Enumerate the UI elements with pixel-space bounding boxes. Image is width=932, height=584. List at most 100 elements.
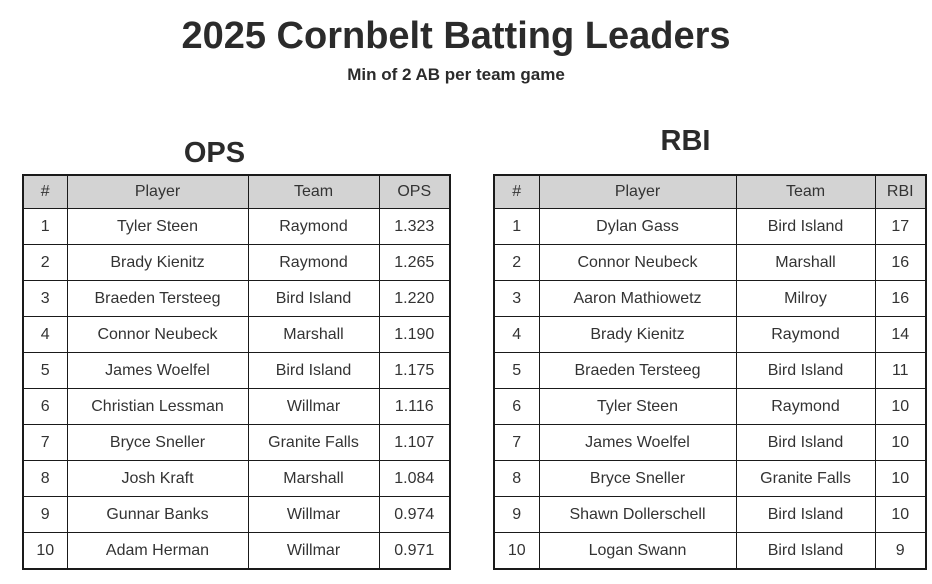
table-row: 8 Bryce Sneller Granite Falls 10 xyxy=(493,460,927,497)
player-cell: James Woelfel xyxy=(538,424,737,461)
team-cell: Willmar xyxy=(247,532,380,570)
team-cell: Willmar xyxy=(247,496,380,533)
page-title: 2025 Cornbelt Batting Leaders xyxy=(181,15,731,57)
rank-cell: 2 xyxy=(22,244,68,281)
stat-cell: 1.265 xyxy=(378,244,451,281)
stat-cell: 11 xyxy=(874,352,927,389)
table-row: 9 Shawn Dollerschell Bird Island 10 xyxy=(493,496,927,533)
table-row: 3 Aaron Mathiowetz Milroy 16 xyxy=(493,280,927,317)
rank-column-header: # xyxy=(22,174,68,209)
ops-leaders-table: # Player Team OPS 1 Tyler Steen Raymond 1.3… xyxy=(22,174,451,570)
rank-cell: 1 xyxy=(22,208,68,245)
table-row: 10 Logan Swann Bird Island 9 xyxy=(493,532,927,570)
stat-cell: 1.220 xyxy=(378,280,451,317)
rank-cell: 10 xyxy=(493,532,540,570)
table-row: 6 Tyler Steen Raymond 10 xyxy=(493,388,927,425)
table-header-row: # Player Team OPS xyxy=(22,174,451,209)
team-cell: Raymond xyxy=(247,244,380,281)
team-cell: Raymond xyxy=(247,208,380,245)
table-row: 3 Braeden Tersteeg Bird Island 1.220 xyxy=(22,280,451,317)
table-header-row: # Player Team RBI xyxy=(493,174,927,209)
rank-cell: 3 xyxy=(493,280,540,317)
player-cell: Christian Lessman xyxy=(66,388,249,425)
player-cell: Shawn Dollerschell xyxy=(538,496,737,533)
stat-cell: 1.107 xyxy=(378,424,451,461)
rank-cell: 6 xyxy=(22,388,68,425)
player-cell: Tyler Steen xyxy=(66,208,249,245)
rank-cell: 4 xyxy=(493,316,540,353)
table-row: 1 Dylan Gass Bird Island 17 xyxy=(493,208,927,245)
player-cell: Brady Kienitz xyxy=(538,316,737,353)
table-row: 7 Bryce Sneller Granite Falls 1.107 xyxy=(22,424,451,461)
player-cell: Connor Neubeck xyxy=(538,244,737,281)
team-cell: Marshall xyxy=(735,244,876,281)
page-subtitle: Min of 2 AB per team game xyxy=(347,65,565,84)
team-cell: Marshall xyxy=(247,460,380,497)
player-cell: Brady Kienitz xyxy=(66,244,249,281)
table-row: 2 Brady Kienitz Raymond 1.265 xyxy=(22,244,451,281)
team-cell: Bird Island xyxy=(735,532,876,570)
rank-cell: 4 xyxy=(22,316,68,353)
ops-section-title: OPS xyxy=(183,137,246,169)
table-row: 5 James Woelfel Bird Island 1.175 xyxy=(22,352,451,389)
table-row: 4 Connor Neubeck Marshall 1.190 xyxy=(22,316,451,353)
player-column-header: Player xyxy=(538,174,737,209)
rank-cell: 9 xyxy=(493,496,540,533)
team-cell: Bird Island xyxy=(247,352,380,389)
table-row: 10 Adam Herman Willmar 0.971 xyxy=(22,532,451,570)
team-cell: Raymond xyxy=(735,388,876,425)
stat-cell: 1.323 xyxy=(378,208,451,245)
rank-cell: 7 xyxy=(493,424,540,461)
team-cell: Bird Island xyxy=(735,424,876,461)
stat-cell: 17 xyxy=(874,208,927,245)
rank-cell: 8 xyxy=(22,460,68,497)
player-cell: Josh Kraft xyxy=(66,460,249,497)
stat-cell: 16 xyxy=(874,280,927,317)
rank-cell: 9 xyxy=(22,496,68,533)
player-cell: James Woelfel xyxy=(66,352,249,389)
rank-cell: 5 xyxy=(493,352,540,389)
stat-cell: 10 xyxy=(874,424,927,461)
team-cell: Bird Island xyxy=(735,208,876,245)
rbi-column-header: RBI xyxy=(874,174,927,209)
rank-cell: 10 xyxy=(22,532,68,570)
team-column-header: Team xyxy=(735,174,876,209)
player-cell: Bryce Sneller xyxy=(66,424,249,461)
rbi-table-body: 1 Dylan Gass Bird Island 17 2 Connor Neubeck M… xyxy=(493,208,927,570)
player-cell: Tyler Steen xyxy=(538,388,737,425)
ops-table-body: 1 Tyler Steen Raymond 1.323 2 Brady Kienitz Ra… xyxy=(22,208,451,570)
stat-cell: 16 xyxy=(874,244,927,281)
table-row: 2 Connor Neubeck Marshall 16 xyxy=(493,244,927,281)
rbi-section-title: RBI xyxy=(660,125,711,157)
stat-cell: 1.116 xyxy=(378,388,451,425)
rank-cell: 1 xyxy=(493,208,540,245)
team-cell: Granite Falls xyxy=(735,460,876,497)
player-cell: Aaron Mathiowetz xyxy=(538,280,737,317)
table-row: 1 Tyler Steen Raymond 1.323 xyxy=(22,208,451,245)
stat-cell: 14 xyxy=(874,316,927,353)
rank-cell: 8 xyxy=(493,460,540,497)
ops-column-header: OPS xyxy=(378,174,451,209)
stat-cell: 0.971 xyxy=(378,532,451,570)
stat-cell: 10 xyxy=(874,496,927,533)
table-row: 9 Gunnar Banks Willmar 0.974 xyxy=(22,496,451,533)
rank-column-header: # xyxy=(493,174,540,209)
stat-cell: 0.974 xyxy=(378,496,451,533)
rbi-leaders-table: # Player Team RBI 1 Dylan Gass Bird Island… xyxy=(493,174,927,570)
team-cell: Bird Island xyxy=(247,280,380,317)
player-cell: Connor Neubeck xyxy=(66,316,249,353)
player-cell: Gunnar Banks xyxy=(66,496,249,533)
stat-cell: 10 xyxy=(874,388,927,425)
table-row: 7 James Woelfel Bird Island 10 xyxy=(493,424,927,461)
player-cell: Braeden Tersteeg xyxy=(538,352,737,389)
team-cell: Bird Island xyxy=(735,496,876,533)
team-cell: Willmar xyxy=(247,388,380,425)
team-cell: Bird Island xyxy=(735,352,876,389)
player-cell: Braeden Tersteeg xyxy=(66,280,249,317)
team-cell: Granite Falls xyxy=(247,424,380,461)
team-column-header: Team xyxy=(247,174,380,209)
stat-cell: 10 xyxy=(874,460,927,497)
stat-cell: 1.084 xyxy=(378,460,451,497)
table-row: 8 Josh Kraft Marshall 1.084 xyxy=(22,460,451,497)
rank-cell: 5 xyxy=(22,352,68,389)
